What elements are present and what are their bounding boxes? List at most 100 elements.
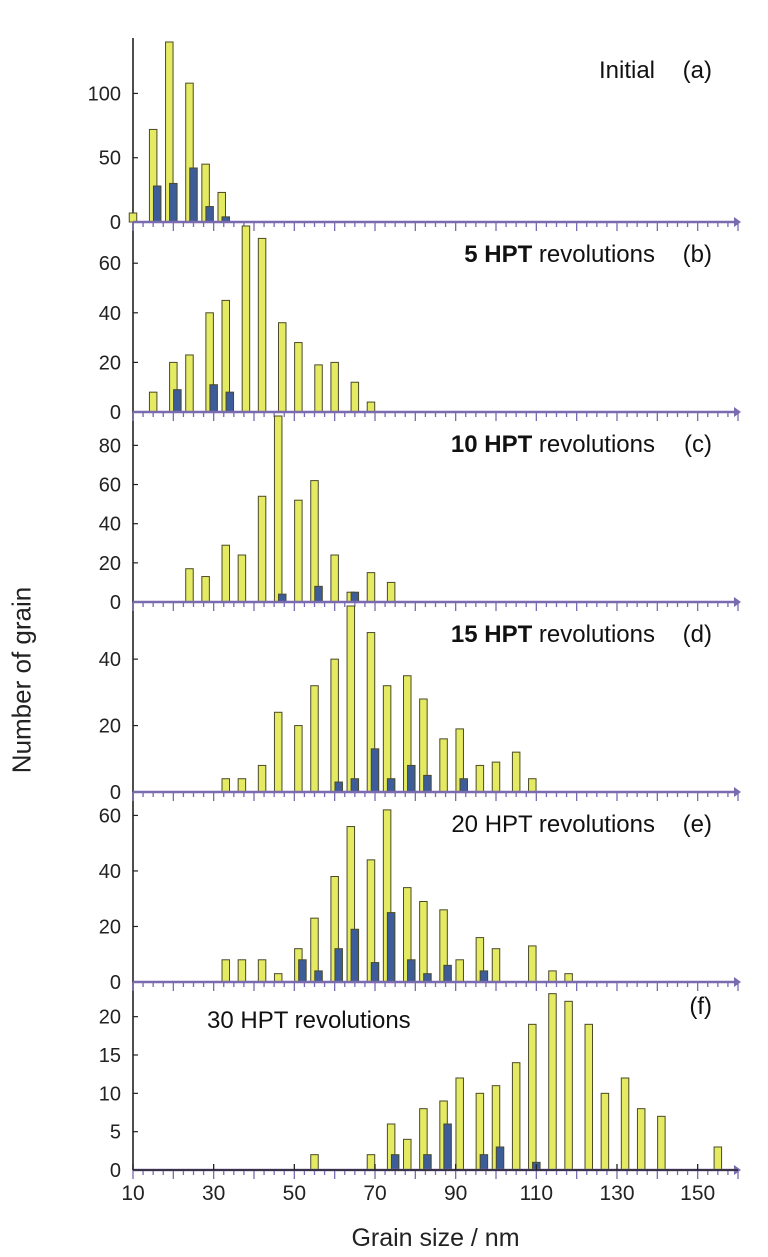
primary-bar-e: [491, 948, 501, 983]
primary-bar-f: [403, 1138, 412, 1171]
primary-bar-f: [511, 1062, 521, 1171]
secondary-bar-d: [386, 778, 396, 793]
axis-arrow-c: [734, 597, 741, 607]
primary-bar-c: [386, 581, 396, 603]
y-tick-label-d: 0: [110, 782, 121, 804]
primary-bar-f: [310, 1154, 319, 1171]
primary-bar-f: [366, 1154, 376, 1171]
panel-letter-a: (a): [683, 57, 712, 84]
primary-bar-f: [584, 1023, 594, 1171]
primary-bar-d: [382, 685, 392, 793]
primary-bar-f: [657, 1115, 666, 1171]
y-tick-label-a: 100: [88, 83, 121, 105]
panel-label-c: 10 HPT revolutions: [451, 431, 655, 458]
primary-bar-c: [273, 415, 283, 603]
primary-bar-d: [346, 605, 356, 793]
primary-bar-b: [277, 322, 287, 413]
primary-bar-d: [491, 761, 501, 793]
primary-bar-d: [511, 751, 521, 793]
primary-bar-c: [366, 572, 376, 603]
primary-bar-e: [257, 959, 267, 983]
primary-bar-e: [221, 959, 231, 983]
primary-bar-c: [221, 544, 231, 603]
secondary-bar-f: [390, 1154, 400, 1171]
secondary-bar-d: [334, 781, 343, 793]
secondary-bar-e: [443, 964, 452, 983]
primary-bar-c: [201, 576, 210, 603]
primary-bar-f: [528, 1023, 537, 1171]
secondary-bar-d: [350, 778, 360, 793]
secondary-bar-e: [298, 959, 307, 983]
primary-bar-d: [237, 778, 247, 793]
secondary-bar-c: [314, 585, 323, 603]
y-tick-label-c: 0: [110, 592, 121, 614]
primary-bar-e: [419, 900, 428, 983]
primary-bar-f: [548, 993, 557, 1171]
primary-bar-b: [366, 401, 376, 413]
secondary-bar-b: [173, 389, 182, 413]
secondary-bar-a: [205, 206, 214, 223]
secondary-bar-a: [152, 185, 162, 223]
secondary-bar-e: [334, 948, 343, 983]
primary-bar-d: [294, 725, 303, 793]
secondary-bar-e: [314, 970, 323, 983]
panel-letter-c: (c): [684, 431, 712, 458]
x-tick-label: 130: [599, 1182, 634, 1205]
axis-arrow-d: [734, 787, 741, 797]
secondary-bar-f: [479, 1154, 489, 1171]
y-axis-label: Number of grain: [6, 586, 37, 774]
secondary-bar-d: [370, 748, 380, 793]
secondary-bar-d: [459, 778, 468, 793]
primary-bar-c: [294, 499, 303, 603]
y-tick-label-b: 60: [99, 253, 121, 275]
y-tick-label-b: 0: [110, 402, 121, 424]
primary-bar-c: [185, 568, 194, 603]
axis-arrow-e: [734, 977, 741, 987]
primary-bar-f: [455, 1077, 464, 1171]
primary-bar-f: [600, 1092, 610, 1171]
primary-bar-b: [314, 364, 323, 413]
y-tick-label-e: 0: [110, 972, 121, 994]
panel-label-a: Initial: [599, 57, 655, 84]
primary-bar-c: [257, 495, 267, 603]
primary-bar-d: [273, 711, 283, 793]
x-tick-label: 30: [202, 1182, 225, 1205]
y-tick-label-f: 0: [110, 1160, 121, 1182]
primary-bar-d: [528, 778, 537, 793]
y-tick-label-e: 20: [99, 916, 121, 938]
primary-bar-b: [148, 391, 158, 413]
secondary-bar-f: [423, 1154, 432, 1171]
x-tick-label: 50: [283, 1182, 306, 1205]
panel-label-d: 15 HPT revolutions: [451, 621, 655, 648]
y-tick-label-a: 0: [110, 212, 121, 234]
panel-label-bold-b: 5 HPT: [464, 241, 532, 268]
y-tick-label-f: 10: [99, 1083, 121, 1105]
primary-bar-d: [330, 658, 339, 793]
y-tick-label-d: 20: [99, 716, 121, 738]
panel-label-rest-b: revolutions: [532, 241, 655, 268]
secondary-bar-b: [225, 391, 235, 413]
secondary-bar-e: [479, 970, 489, 983]
primary-bar-d: [475, 764, 485, 793]
secondary-bar-e: [407, 959, 416, 983]
y-tick-label-c: 20: [99, 553, 121, 575]
y-tick-label-c: 80: [99, 435, 121, 457]
y-tick-label-d: 40: [99, 649, 121, 671]
primary-bar-f: [564, 1000, 573, 1171]
panel-letter-b: (b): [683, 241, 712, 268]
y-tick-label-f: 5: [110, 1122, 121, 1144]
primary-bar-d: [310, 685, 319, 793]
secondary-bar-c: [350, 591, 360, 603]
panel-label-f: 30 HPT revolutions: [207, 1007, 411, 1034]
primary-bar-f: [636, 1108, 646, 1171]
secondary-bar-e: [350, 928, 360, 983]
primary-bar-a: [128, 212, 138, 223]
y-tick-label-b: 20: [99, 352, 121, 374]
secondary-bar-e: [370, 962, 380, 983]
panel-letter-f: (f): [689, 993, 712, 1020]
axis-arrow-a: [734, 217, 741, 227]
panel-label-e: 20 HPT revolutions: [451, 811, 655, 838]
secondary-bar-d: [423, 774, 432, 793]
